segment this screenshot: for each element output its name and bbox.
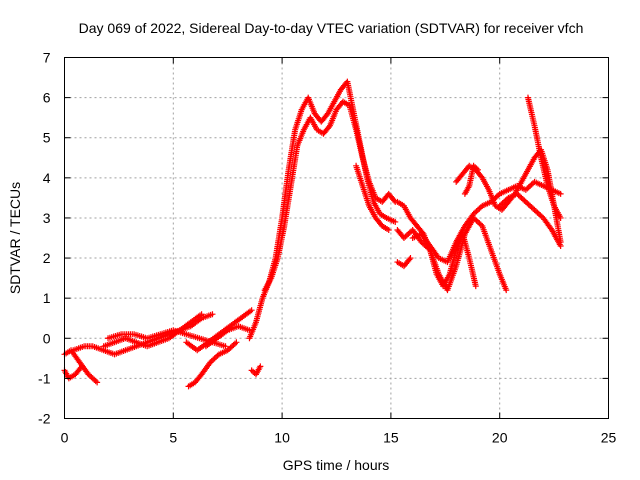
data-point <box>557 190 564 197</box>
data-point <box>391 197 398 204</box>
series-track-9 <box>248 363 264 378</box>
series-track-7 <box>185 339 240 390</box>
series-track-14 <box>394 214 510 294</box>
x-tick-label: 5 <box>169 430 177 446</box>
x-tick-label: 10 <box>274 430 290 446</box>
y-tick-label: 4 <box>43 170 51 186</box>
y-tick-label: 3 <box>43 210 51 226</box>
data-point <box>209 311 216 318</box>
y-tick-label: 6 <box>43 90 51 106</box>
data-point <box>557 243 564 250</box>
x-tick-label: 0 <box>61 430 69 446</box>
x-tick-label: 15 <box>383 430 399 446</box>
y-tick-label: 5 <box>43 130 51 146</box>
y-tick-label: 2 <box>43 250 51 266</box>
y-tick-label: -1 <box>38 370 51 386</box>
series-track-11 <box>261 98 399 294</box>
series-track-12 <box>353 162 392 233</box>
data-point <box>407 255 414 262</box>
series-track-2 <box>61 363 85 382</box>
series-track-19 <box>496 190 564 250</box>
series-track-15 <box>394 255 414 270</box>
grid-lines <box>64 57 609 419</box>
data-point <box>248 307 255 314</box>
data-point <box>503 287 510 294</box>
tick-labels: 0 5 10 15 20 25 -2 -1 0 1 2 3 4 5 6 7 <box>38 50 616 446</box>
data-point <box>392 218 399 225</box>
y-tick-label: 1 <box>43 290 51 306</box>
series-track-8 <box>202 323 253 350</box>
data-point <box>385 226 392 233</box>
data-point <box>78 363 85 370</box>
y-tick-label: 0 <box>43 330 51 346</box>
data-point <box>474 166 481 173</box>
x-tick-label: 20 <box>492 430 508 446</box>
data-point <box>478 173 485 180</box>
data-point <box>325 124 332 131</box>
x-axis-label: GPS time / hours <box>283 457 390 473</box>
data-point <box>233 339 240 346</box>
plot-frame <box>64 57 609 419</box>
axis-ticks <box>64 57 609 419</box>
data-point <box>94 379 101 386</box>
series-track-20 <box>524 94 564 221</box>
data-point <box>557 214 564 221</box>
y-axis-label: SDTVAR / TECUs <box>7 182 23 294</box>
x-tick-label: 25 <box>601 430 617 446</box>
data-point <box>257 363 264 370</box>
data-point <box>323 111 330 118</box>
data-point <box>472 283 479 290</box>
series-track-3 <box>70 311 205 358</box>
series-track-18 <box>461 162 481 197</box>
chart-title: Day 069 of 2022, Sidereal Day-to-day VTE… <box>79 20 584 36</box>
y-tick-label: -2 <box>38 411 51 427</box>
series-track-4 <box>100 311 216 350</box>
data-point <box>77 364 84 371</box>
series-track-16 <box>409 178 564 266</box>
data-points <box>61 78 564 390</box>
data-point <box>406 256 413 263</box>
y-tick-label: 7 <box>43 50 51 66</box>
